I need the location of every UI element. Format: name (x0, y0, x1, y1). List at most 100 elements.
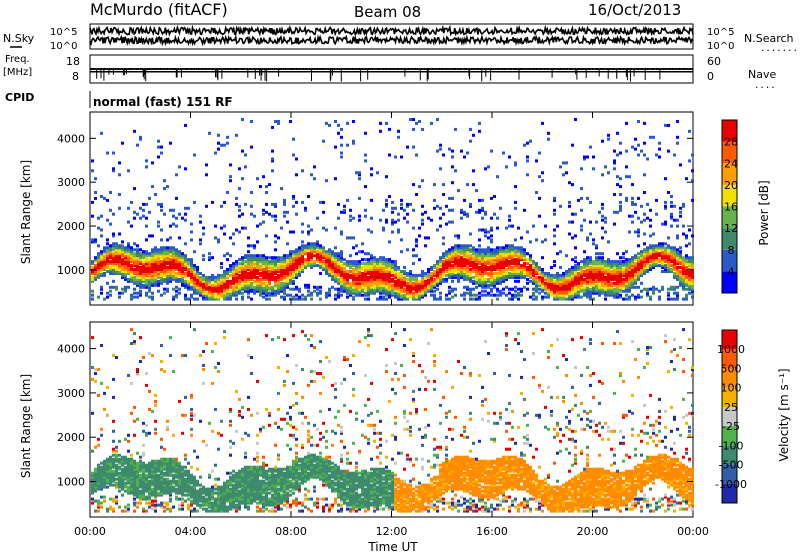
power-cell (340, 127, 343, 131)
power-cell (385, 260, 388, 264)
power-cell (337, 268, 340, 271)
velocity-cell (94, 481, 97, 485)
power-cell (160, 256, 163, 260)
power-cell (499, 291, 502, 295)
power-cell (157, 264, 160, 268)
power-cell (550, 285, 553, 289)
power-cell (532, 279, 535, 283)
power-cell (211, 289, 214, 293)
power-cell (274, 264, 277, 268)
velocity-cell (115, 483, 118, 487)
power-cell (373, 262, 376, 266)
power-cell (229, 281, 232, 285)
power-cell (616, 153, 619, 157)
power-cell (262, 281, 265, 285)
power-cell (685, 279, 688, 283)
power-cell (301, 240, 304, 244)
power-cell (163, 258, 166, 262)
velocity-cell (112, 377, 115, 381)
power-cell (157, 281, 160, 285)
power-cell (328, 252, 331, 256)
power-cell (442, 252, 445, 256)
velocity-cell (190, 411, 193, 415)
power-cell (664, 270, 667, 273)
velocity-cell (121, 509, 124, 513)
power-cell (523, 250, 526, 254)
power-cell (166, 258, 169, 262)
power-cell (505, 262, 508, 266)
velocity-cell (148, 487, 151, 491)
power-cell (430, 293, 433, 297)
power-cell (667, 287, 670, 291)
power-cell (490, 196, 493, 200)
power-cell (451, 165, 454, 169)
power-cell (616, 131, 619, 135)
power-cell (472, 256, 475, 260)
power-cell (571, 258, 574, 262)
power-cell (340, 270, 343, 273)
power-cell (496, 248, 499, 252)
power-cell (676, 248, 679, 252)
power-cell (514, 270, 517, 273)
power-cell (577, 264, 580, 268)
power-cell (403, 295, 406, 299)
power-cell (259, 222, 262, 226)
power-cell (94, 258, 97, 262)
velocity-cell (94, 487, 97, 491)
power-cell (361, 258, 364, 262)
power-cell (418, 279, 421, 283)
power-cell (184, 260, 187, 264)
velocity-cell (151, 475, 154, 479)
power-cell (382, 270, 385, 273)
power-cell (568, 220, 571, 224)
power-cell (586, 272, 589, 275)
power-cell (664, 200, 667, 204)
power-cell (601, 270, 604, 273)
power-cell (478, 283, 481, 287)
power-cell (601, 264, 604, 268)
power-cell (217, 275, 220, 279)
power-cell (676, 262, 679, 266)
power-cell (301, 252, 304, 256)
power-cell (592, 283, 595, 287)
power-cell (160, 151, 163, 155)
velocity-cell (142, 461, 145, 465)
velocity-cell (109, 469, 112, 473)
power-cell (154, 273, 157, 277)
power-cell (532, 297, 535, 301)
power-cell (166, 273, 169, 277)
power-cell (565, 279, 568, 283)
power-cell (160, 248, 163, 252)
power-cell (349, 266, 352, 269)
power-cell (445, 270, 448, 273)
power-cell (295, 272, 298, 275)
power-cell (445, 256, 448, 260)
power-cell (184, 273, 187, 277)
power-cell (364, 285, 367, 289)
power-cell (484, 270, 487, 273)
power-cell (655, 250, 658, 254)
power-cell (640, 295, 643, 299)
power-cell (352, 141, 355, 145)
power-cell (598, 266, 601, 269)
power-cell (517, 297, 520, 301)
power-cell (496, 246, 499, 250)
power-cell (637, 196, 640, 200)
power-cell (112, 260, 115, 264)
power-cell (667, 236, 670, 240)
power-cell (604, 283, 607, 287)
power-cell (469, 268, 472, 271)
power-cell (124, 252, 127, 256)
power-cell (589, 268, 592, 271)
power-cell (613, 273, 616, 277)
power-cell (520, 272, 523, 275)
power-cell (661, 254, 664, 258)
power-cell (211, 273, 214, 277)
power-cell (568, 268, 571, 271)
power-cell (532, 272, 535, 275)
power-cell (634, 268, 637, 271)
power-cell (490, 256, 493, 260)
power-cell (217, 281, 220, 285)
velocity-cell (163, 471, 166, 475)
power-cell (670, 252, 673, 256)
